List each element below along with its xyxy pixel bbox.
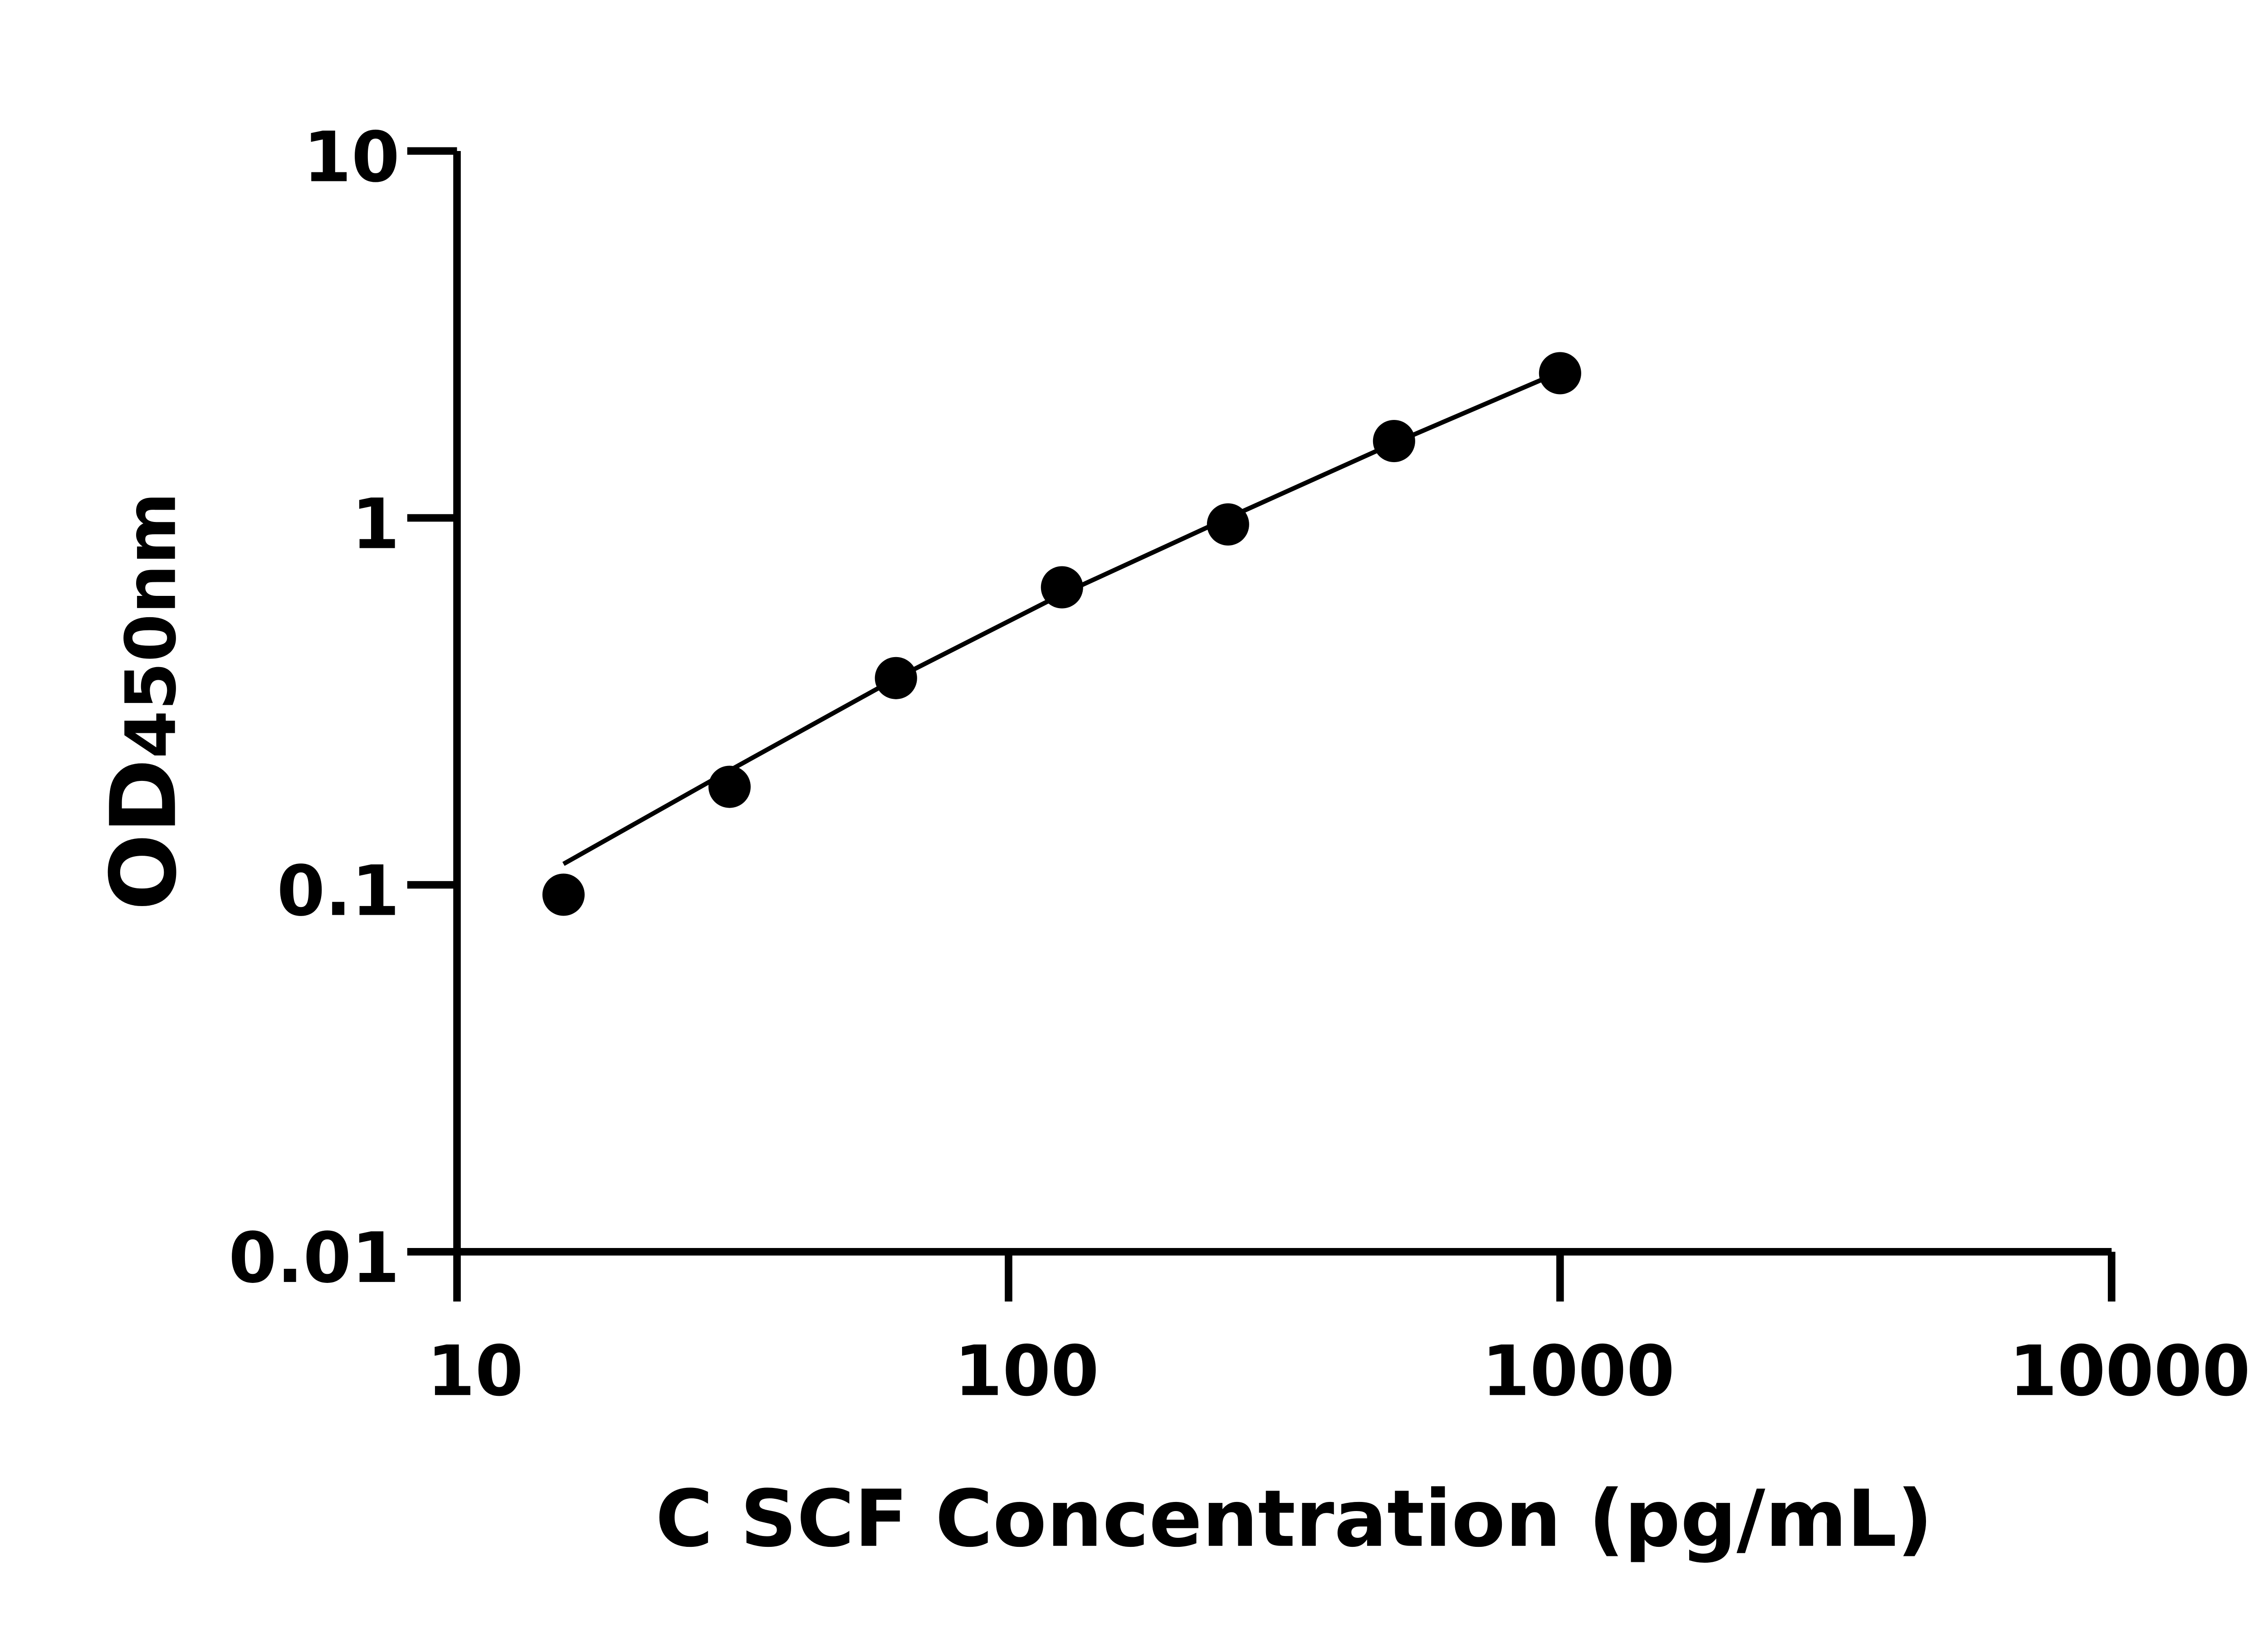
y-tick-label: 0.1 <box>277 851 400 932</box>
x-tick-label: 100 <box>954 1331 1099 1412</box>
y-tick-label: 10 <box>303 117 400 198</box>
data-points <box>542 352 1581 916</box>
x-axis-label: C SCF Concentration (pg/mL) <box>655 1473 1933 1565</box>
y-axis-label: OD450nm <box>92 492 197 911</box>
x-tick-label: 1000 <box>1481 1331 1675 1412</box>
data-point <box>542 873 585 916</box>
data-point <box>1373 420 1415 463</box>
data-point <box>708 765 751 808</box>
y-axis-label-sub: 450nm <box>111 492 192 758</box>
x-tick-label: 10 <box>427 1331 523 1412</box>
data-point <box>1207 503 1249 546</box>
y-axis-label-main: OD <box>92 759 197 911</box>
y-tick-label: 0.01 <box>229 1218 400 1299</box>
axes: 10 100 1000 10000 0.01 0.1 1 10 <box>229 117 2250 1412</box>
data-point <box>1539 352 1581 395</box>
data-point <box>875 657 917 699</box>
data-point <box>1041 566 1083 609</box>
y-tick-label: 1 <box>352 484 400 565</box>
x-tick-label: 10000 <box>2009 1331 2250 1412</box>
